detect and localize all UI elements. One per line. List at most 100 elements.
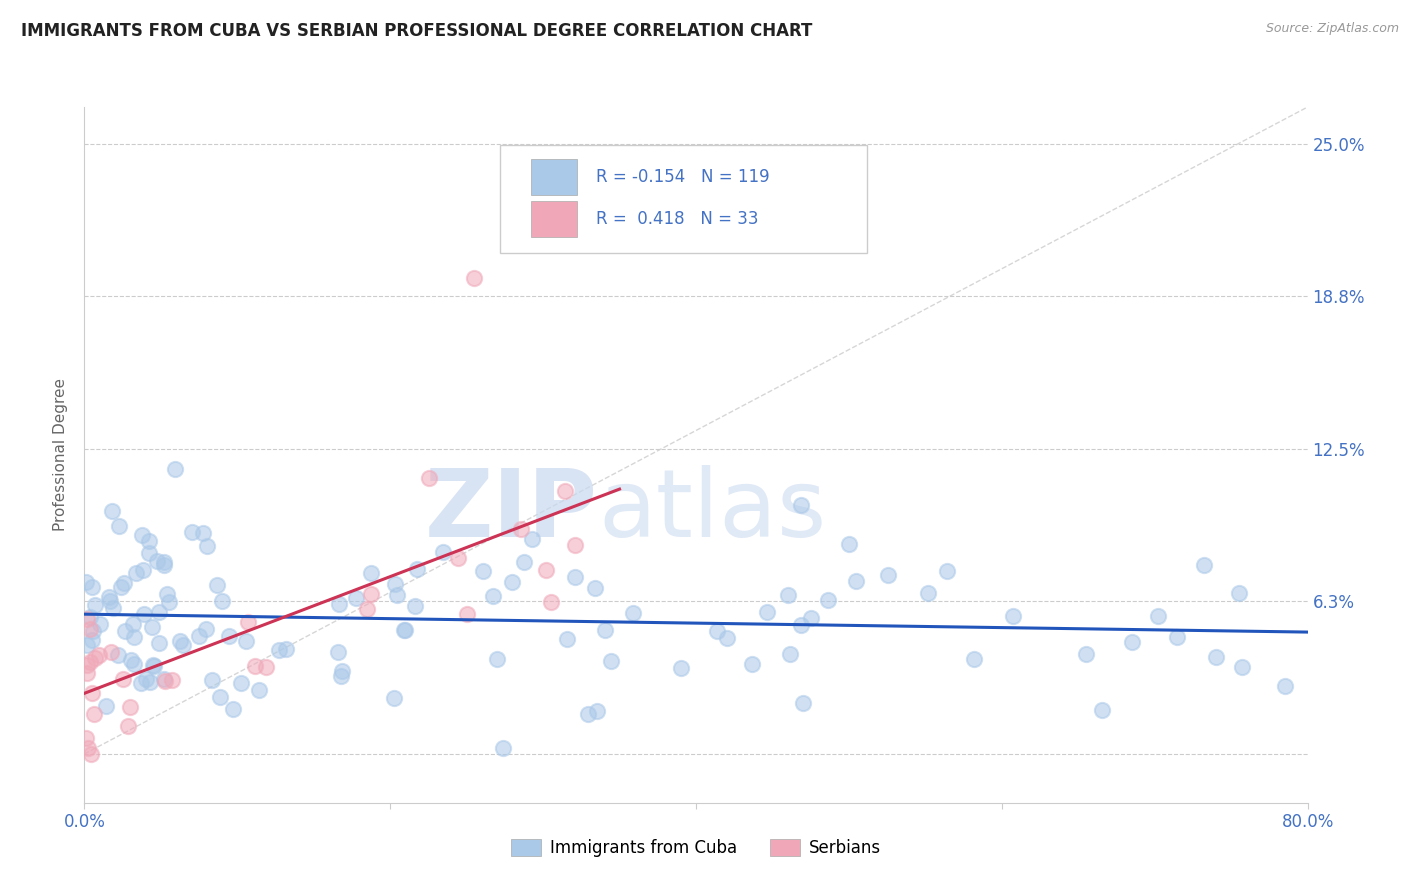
Point: [181, 524, 204, 539]
Point: [79, 610, 101, 624]
Point: [98, 594, 121, 608]
Point: [195, 623, 218, 637]
Point: [276, 641, 298, 656]
Point: [394, 623, 416, 637]
Point: [360, 566, 382, 580]
Point: [356, 602, 378, 616]
Point: [201, 673, 224, 688]
Point: [76, 657, 98, 672]
Point: [122, 630, 145, 644]
Point: [269, 643, 291, 657]
Point: [392, 623, 415, 637]
Point: [510, 523, 533, 537]
Point: [432, 545, 454, 559]
Point: [191, 526, 214, 541]
Point: [117, 719, 139, 733]
Point: [108, 518, 131, 533]
Point: [131, 528, 153, 542]
Point: [792, 696, 814, 710]
Point: [236, 615, 259, 629]
Point: [165, 462, 187, 476]
Point: [100, 645, 122, 659]
Point: [1091, 704, 1114, 718]
Point: [148, 635, 170, 649]
Point: [75, 575, 97, 590]
Point: [188, 629, 211, 643]
Point: [80, 686, 103, 700]
Point: [153, 674, 176, 689]
Point: [101, 503, 124, 517]
Point: [156, 587, 179, 601]
Point: [756, 605, 779, 619]
Point: [169, 634, 191, 648]
Point: [84, 651, 107, 665]
Point: [1074, 647, 1097, 661]
Point: [254, 660, 277, 674]
Point: [344, 591, 367, 606]
FancyBboxPatch shape: [531, 201, 578, 236]
Point: [235, 634, 257, 648]
Point: [554, 484, 576, 499]
Point: [463, 271, 485, 285]
Point: [110, 580, 132, 594]
Point: [76, 639, 98, 653]
Point: [935, 564, 957, 578]
Text: IMMIGRANTS FROM CUBA VS SERBIAN PROFESSIONAL DEGREE CORRELATION CHART: IMMIGRANTS FROM CUBA VS SERBIAN PROFESSI…: [21, 22, 813, 40]
Point: [501, 574, 523, 589]
Point: [1230, 659, 1253, 673]
Point: [1166, 630, 1188, 644]
Point: [89, 617, 111, 632]
Point: [205, 577, 228, 591]
Point: [564, 538, 586, 552]
Point: [83, 599, 105, 613]
Point: [418, 471, 440, 485]
Point: [107, 648, 129, 662]
Point: [1002, 608, 1025, 623]
Point: [135, 672, 157, 686]
Point: [142, 657, 165, 672]
Point: [145, 554, 167, 568]
Point: [621, 606, 644, 620]
Point: [141, 619, 163, 633]
Point: [139, 674, 162, 689]
Point: [384, 576, 406, 591]
Point: [75, 731, 97, 746]
Point: [138, 534, 160, 549]
Point: [79, 622, 101, 636]
Point: [1205, 649, 1227, 664]
Point: [76, 665, 98, 680]
Point: [125, 566, 148, 580]
Point: [122, 617, 145, 632]
Point: [790, 618, 813, 632]
Text: atlas: atlas: [598, 465, 827, 557]
Point: [114, 624, 136, 638]
Point: [776, 588, 799, 602]
Point: [326, 645, 349, 659]
Text: R =  0.418   N = 33: R = 0.418 N = 33: [596, 210, 758, 228]
Point: [1146, 608, 1168, 623]
Point: [82, 624, 104, 639]
Point: [153, 555, 176, 569]
Point: [211, 594, 233, 608]
Point: [779, 648, 801, 662]
Point: [195, 539, 218, 553]
Point: [218, 629, 240, 643]
Point: [360, 586, 382, 600]
Point: [76, 612, 98, 626]
Point: [593, 624, 616, 638]
Point: [520, 532, 543, 546]
Point: [845, 574, 868, 589]
Point: [716, 631, 738, 645]
Point: [132, 607, 155, 621]
Point: [482, 590, 505, 604]
Point: [89, 648, 111, 662]
Point: [97, 590, 120, 604]
Text: Source: ZipAtlas.com: Source: ZipAtlas.com: [1265, 22, 1399, 36]
Point: [142, 658, 165, 673]
Point: [513, 555, 536, 569]
Point: [1121, 635, 1143, 649]
Point: [148, 605, 170, 619]
Point: [122, 657, 145, 671]
Legend: Immigrants from Cuba, Serbians: Immigrants from Cuba, Serbians: [505, 832, 887, 864]
Point: [162, 673, 184, 688]
